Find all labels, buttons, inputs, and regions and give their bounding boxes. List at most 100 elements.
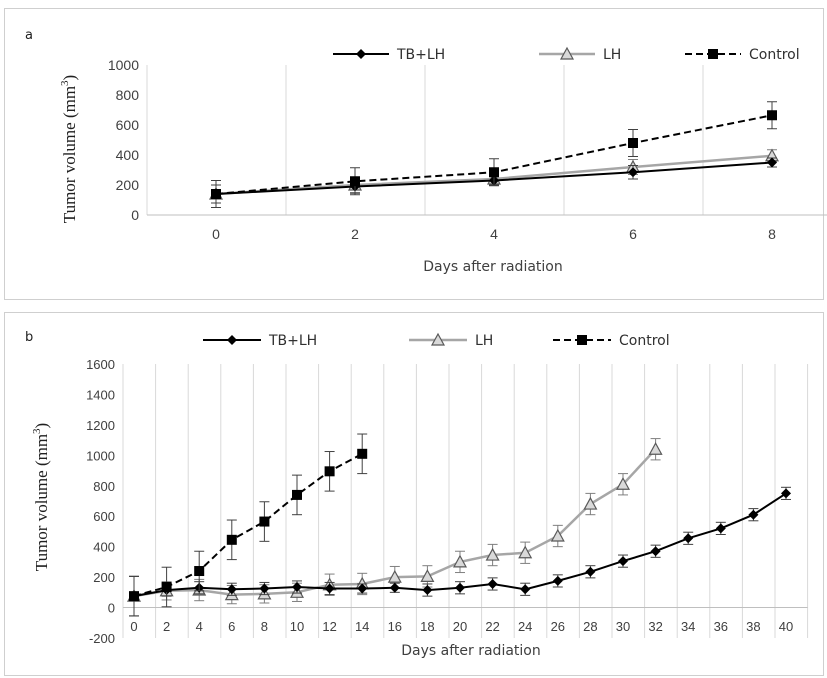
- x-tick-label: 16: [388, 619, 402, 634]
- data-point: [489, 167, 499, 178]
- y-tick-label: 1000: [108, 57, 139, 73]
- y-axis-label-close: ): [32, 423, 51, 429]
- legend-marker: [708, 49, 718, 59]
- x-tick-label: 34: [681, 619, 695, 634]
- legend-item: LH: [409, 332, 493, 349]
- legend-label: TB+LH: [268, 333, 317, 349]
- data-point: [324, 583, 335, 594]
- y-tick-label: -200: [89, 631, 115, 646]
- y-tick-label: 1600: [86, 357, 115, 372]
- x-tick-label: 36: [714, 619, 728, 634]
- data-point: [259, 583, 270, 594]
- data-point: [487, 578, 498, 589]
- data-point: [211, 189, 221, 199]
- y-axis-label-main: Tumor volume (mm: [60, 86, 79, 223]
- legend-label: Control: [749, 47, 800, 63]
- x-tick-label: 30: [616, 619, 630, 634]
- data-point: [767, 157, 777, 168]
- legend-marker: [559, 46, 575, 60]
- data-point: [292, 489, 302, 500]
- panel-label: a: [25, 28, 33, 43]
- y-axis-label-sup: 3: [31, 428, 43, 434]
- x-tick-label: 10: [290, 619, 304, 634]
- x-tick-label: 6: [629, 226, 637, 242]
- x-tick-label: 24: [518, 619, 532, 634]
- y-tick-label: 600: [93, 509, 115, 524]
- x-tick-label: 12: [322, 619, 336, 634]
- y-tick-label: 600: [116, 117, 140, 133]
- y-tick-label: 800: [116, 87, 140, 103]
- legend-item: TB+LH: [203, 333, 317, 349]
- x-tick-label: 4: [490, 226, 498, 242]
- data-point: [226, 534, 237, 545]
- x-tick-label: 32: [648, 619, 662, 634]
- y-tick-label: 800: [93, 479, 115, 494]
- x-tick-label: 14: [355, 619, 369, 634]
- legend-label: Control: [619, 333, 670, 349]
- data-point: [161, 582, 172, 593]
- y-axis-label-sup: 3: [59, 80, 71, 86]
- data-point: [650, 546, 661, 557]
- legend-marker: [227, 335, 237, 345]
- x-tick-label: 6: [228, 619, 235, 634]
- y-tick-label: 400: [93, 540, 115, 555]
- data-point: [389, 582, 400, 593]
- data-point: [628, 167, 638, 178]
- data-point: [520, 584, 531, 595]
- legend-marker: [430, 332, 446, 346]
- x-tick-label: 8: [261, 619, 268, 634]
- data-point: [357, 448, 368, 459]
- panel-label: b: [25, 330, 33, 345]
- data-point: [324, 466, 335, 477]
- x-tick-label: 18: [420, 619, 434, 634]
- x-tick-label: 2: [163, 619, 170, 634]
- chart-panel-a: a 0 200 400 600 800 1000 0 2 4 6 8 Days after radiat…: [4, 8, 827, 300]
- x-tick-label: 38: [746, 619, 760, 634]
- data-point: [715, 523, 726, 534]
- data-point: [748, 509, 759, 520]
- x-tick-label: 26: [551, 619, 565, 634]
- data-point: [767, 110, 777, 121]
- series-line: [133, 452, 363, 598]
- y-tick-label: 1200: [86, 418, 115, 433]
- legend-item: Control: [685, 47, 800, 63]
- data-point: [455, 582, 465, 593]
- x-tick-label: 40: [779, 619, 793, 634]
- chart-a-svg: a 0 200 400 600 800 1000 0 2 4 6 8 Days after radiat…: [25, 28, 827, 275]
- legend-item: Control: [553, 333, 670, 349]
- data-point: [357, 583, 368, 594]
- series-control: [129, 433, 368, 617]
- x-tick-label: 20: [453, 619, 467, 634]
- data-point: [781, 488, 791, 499]
- data-point: [585, 566, 596, 577]
- legend-label: TB+LH: [396, 47, 445, 63]
- y-tick-label: 1000: [86, 448, 115, 463]
- data-point: [226, 584, 237, 595]
- x-tick-label: 2: [351, 226, 359, 242]
- y-tick-label: 400: [116, 147, 140, 163]
- x-axis-label: Days after radiation: [401, 643, 540, 659]
- legend-marker: [577, 335, 587, 345]
- data-point: [550, 528, 565, 542]
- x-tick-label: 22: [485, 619, 499, 634]
- x-axis-label: Days after radiation: [423, 259, 562, 275]
- y-axis-label: Tumor volume (mm3): [59, 75, 79, 223]
- y-axis-label: Tumor volume (mm3): [31, 423, 51, 571]
- legend-label: LH: [475, 333, 493, 349]
- x-tick-label: 0: [212, 226, 220, 242]
- data-point: [552, 575, 563, 586]
- data-point: [420, 569, 435, 582]
- y-tick-label: 200: [116, 177, 140, 193]
- data-point: [350, 176, 360, 187]
- legend-label: LH: [603, 47, 621, 63]
- y-axis-label-close: ): [60, 75, 79, 81]
- data-point: [259, 516, 270, 527]
- x-tick-label: 0: [130, 619, 137, 634]
- x-tick-label: 28: [583, 619, 597, 634]
- data-point: [683, 533, 694, 544]
- data-point: [583, 496, 598, 510]
- y-axis-label-main: Tumor volume (mm: [32, 434, 51, 571]
- data-point: [628, 138, 638, 148]
- data-point: [452, 554, 468, 568]
